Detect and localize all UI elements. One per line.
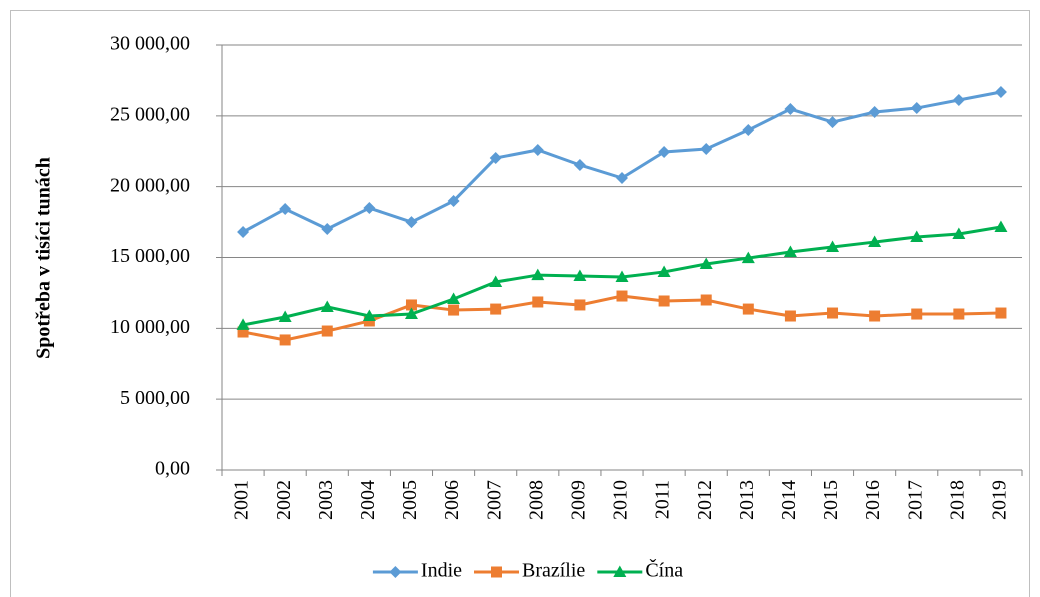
x-tick-label: 2019 [989, 480, 1011, 520]
marker [826, 116, 839, 129]
x-tick-label: 2011 [652, 480, 674, 519]
marker [742, 124, 755, 136]
marker [910, 102, 923, 115]
marker [741, 251, 755, 264]
marker [995, 307, 1007, 319]
marker [616, 172, 628, 185]
x-tick-label: 2009 [567, 480, 589, 520]
marker [531, 143, 544, 156]
x-tick-label: 2008 [525, 480, 547, 520]
y-tick-label: 5 000,00 [120, 387, 190, 409]
marker [531, 268, 545, 281]
marker [405, 216, 418, 229]
legend-label: Indie [421, 560, 462, 582]
marker [573, 269, 587, 282]
marker [784, 310, 796, 322]
legend-label: Brazílie [522, 560, 585, 582]
x-tick-label: 2013 [736, 480, 758, 520]
x-tick-label: 2018 [946, 480, 968, 520]
marker [237, 226, 250, 238]
marker [911, 308, 923, 320]
legend-marker [613, 565, 627, 577]
marker [742, 303, 754, 315]
legend-label: Čína [645, 558, 683, 582]
marker [404, 307, 418, 320]
marker [321, 325, 333, 337]
marker [869, 310, 881, 322]
marker [616, 290, 628, 302]
marker [279, 203, 292, 216]
x-tick-label: 2016 [862, 480, 884, 520]
marker [953, 308, 965, 320]
x-tick-label: 2017 [904, 480, 926, 520]
marker [236, 318, 250, 330]
y-tick-label: 25 000,00 [110, 103, 190, 125]
marker [447, 292, 461, 305]
x-tick-label: 2014 [778, 480, 800, 520]
x-tick-label: 2004 [357, 480, 379, 520]
x-tick-label: 2003 [315, 480, 337, 520]
marker [574, 299, 586, 311]
marker [994, 220, 1008, 233]
x-tick-label: 2001 [231, 480, 253, 520]
y-tick-label: 30 000,00 [110, 33, 190, 55]
x-tick-label: 2005 [399, 480, 421, 520]
marker [700, 142, 713, 155]
marker [700, 294, 712, 306]
y-tick-label: 0,00 [155, 458, 190, 480]
marker [658, 295, 670, 307]
marker [405, 299, 417, 311]
marker [699, 257, 713, 270]
marker [362, 309, 376, 322]
legend-marker [491, 566, 502, 578]
x-tick-label: 2015 [820, 480, 842, 520]
y-axis-title: Spotřeba v tisíci tunách [33, 157, 55, 359]
marker [658, 145, 671, 158]
marker [489, 275, 503, 288]
marker [320, 300, 334, 312]
y-tick-label: 10 000,00 [110, 316, 190, 338]
series-line [242, 90, 1002, 234]
marker [532, 296, 544, 308]
x-tick-label: 2010 [610, 480, 632, 520]
marker [489, 152, 502, 165]
legend-marker [389, 566, 402, 578]
marker [827, 307, 839, 319]
x-tick-label: 2006 [441, 480, 463, 520]
marker [490, 303, 502, 315]
marker [363, 202, 376, 215]
marker [783, 245, 797, 257]
marker [447, 194, 460, 207]
series-line [242, 294, 1001, 342]
marker [448, 304, 460, 316]
marker [278, 310, 292, 322]
x-tick-label: 2007 [483, 480, 505, 520]
y-tick-label: 15 000,00 [110, 245, 190, 267]
x-tick-label: 2002 [273, 480, 295, 520]
y-tick-label: 20 000,00 [110, 174, 190, 196]
marker [952, 93, 965, 106]
marker [868, 235, 882, 248]
x-tick-label: 2012 [694, 480, 716, 520]
chart-border [10, 10, 1030, 597]
marker [237, 326, 249, 338]
marker [321, 223, 334, 236]
marker [657, 265, 671, 277]
marker [279, 334, 291, 346]
marker [573, 158, 586, 171]
marker [910, 230, 924, 242]
marker [784, 103, 797, 116]
marker [826, 240, 840, 253]
marker [952, 227, 966, 239]
marker [994, 86, 1007, 99]
marker [868, 106, 881, 119]
marker [615, 270, 629, 283]
